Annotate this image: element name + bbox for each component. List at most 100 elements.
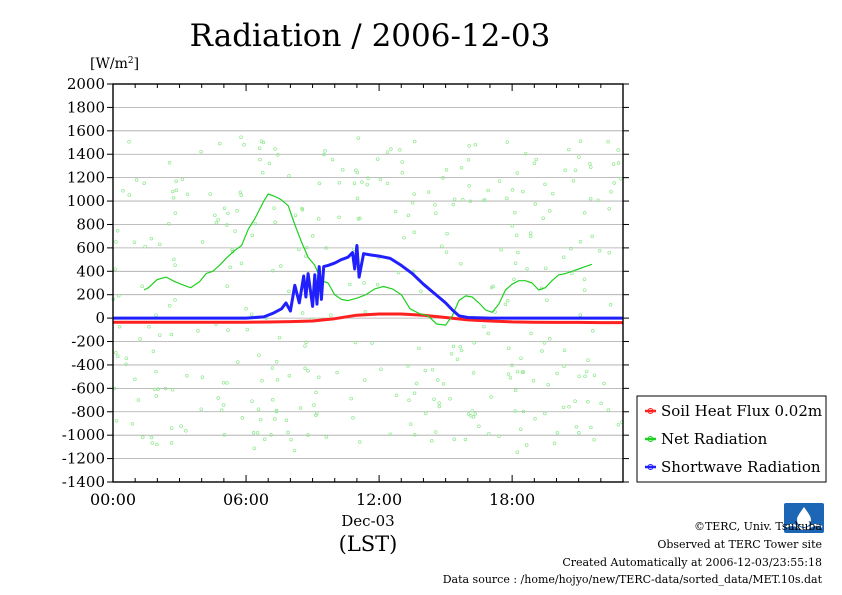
y-tick-label: 800 (76, 216, 105, 234)
net-radiation-sample-point (573, 168, 578, 172)
net-radiation-sample-point (250, 233, 254, 237)
net-radiation-sample-point (199, 407, 203, 411)
net-radiation-sample-point (398, 148, 402, 152)
net-radiation-sample-point (513, 409, 517, 413)
net-radiation-sample-point (134, 178, 139, 182)
net-radiation-sample-point (436, 378, 440, 382)
net-radiation-sample-point (441, 176, 445, 180)
net-radiation-sample-point (483, 198, 487, 202)
net-radiation-sample-point (520, 370, 525, 374)
net-radiation-sample-point (274, 408, 279, 413)
net-radiation-sample-point (497, 434, 501, 438)
net-radiation-sample-point (432, 397, 436, 401)
legend-marker-shortwave-radiation (647, 464, 654, 470)
net-radiation-sample-point (616, 148, 620, 152)
net-radiation-sample-point (567, 147, 571, 152)
net-radiation-sample-point (510, 363, 514, 368)
net-radiation-sample-point (355, 196, 360, 201)
net-radiation-sample-point (300, 208, 305, 212)
net-radiation-sample-point (172, 257, 176, 262)
net-radiation-sample-point (363, 378, 367, 382)
net-radiation-sample-point (121, 189, 125, 193)
net-radiation-sample-point (184, 429, 188, 433)
net-radiation-sample-point (216, 217, 220, 222)
net-radiation-sample-point (271, 268, 275, 273)
net-radiation-sample-point (524, 443, 529, 447)
net-radiation-sample-point (375, 157, 380, 161)
footer-source: Data source : /home/hojyo/new/TERC-data/… (442, 573, 822, 586)
y-tick-label: 400 (76, 262, 105, 280)
net-radiation-sample-point (271, 398, 275, 402)
net-radiation-sample-point (356, 217, 361, 221)
net-radiation-sample-point (238, 190, 243, 194)
legend-label-shortwave-radiation: Shortwave Radiation (661, 458, 821, 476)
net-radiation-sample-point (117, 294, 121, 298)
net-radiation-sample-point (155, 442, 159, 447)
net-radiation-sample-point (219, 408, 224, 413)
net-radiation-sample-point (385, 150, 390, 154)
net-radiation-sample-point (470, 408, 475, 413)
net-radiation-sample-point (437, 404, 442, 409)
net-radiation-sample-point (515, 369, 520, 374)
net-radiation-sample-point (616, 161, 621, 165)
net-radiation-sample-point (226, 328, 230, 332)
net-radiation-sample-point (444, 250, 449, 254)
net-radiation-sample-point (513, 261, 518, 265)
net-radiation-sample-point (352, 181, 357, 185)
net-radiation-sample-point (239, 193, 243, 197)
net-radiation-sample-point (147, 325, 151, 329)
net-radiation-sample-point (514, 233, 519, 237)
net-radiation-sample-point (589, 425, 593, 430)
chart-title: Radiation / 2006-12-03 (190, 18, 551, 54)
net-radiation-sample-point (458, 344, 462, 349)
net-radiation-sample-point (487, 431, 491, 436)
footer-created: Created Automatically at 2006-12-03/23:5… (562, 556, 822, 569)
net-radiation-sample-point (448, 396, 452, 401)
net-radiation-sample-point (273, 147, 277, 151)
net-radiation-sample-point (329, 313, 333, 317)
net-radiation-sample-point (199, 149, 203, 154)
y-tick-label: -1200 (62, 450, 105, 468)
net-radiation-sample-point (270, 366, 275, 370)
net-radiation-sample-point (113, 267, 117, 271)
net-radiation-sample-point (355, 170, 360, 175)
net-radiation-sample-point (260, 379, 264, 383)
net-radiation-sample-point (287, 373, 292, 378)
net-radiation-sample-point (519, 356, 523, 360)
net-radiation-sample-point (317, 375, 321, 380)
net-radiation-sample-point (272, 206, 276, 210)
net-radiation-sample-point (477, 424, 481, 429)
net-radiation-sample-point (616, 422, 621, 427)
net-radiation-sample-point (583, 374, 587, 379)
net-radiation-sample-point (360, 180, 364, 184)
net-radiation-sample-point (471, 371, 476, 375)
net-radiation-sample-point (141, 435, 145, 440)
net-radiation-sample-point (521, 189, 525, 194)
net-radiation-sample-point (138, 337, 142, 341)
net-radiation-sample-point (179, 424, 183, 428)
net-radiation-sample-point (306, 368, 310, 373)
net-radiation-sample-point (324, 246, 328, 250)
y-tick-label: -1400 (62, 473, 105, 491)
net-radiation-sample-point (353, 340, 358, 345)
net-radiation-sample-point (153, 387, 157, 392)
net-radiation-sample-point (365, 182, 370, 187)
net-radiation-sample-point (545, 298, 549, 303)
net-radiation-sample-point (279, 264, 283, 268)
net-radiation-sample-point (444, 168, 449, 172)
net-radiation-sample-point (473, 412, 478, 416)
net-radiation-sample-point (277, 335, 282, 340)
net-radiation-sample-point (167, 304, 172, 308)
net-radiation-sample-point (323, 149, 327, 153)
net-radiation-sample-point (116, 354, 120, 359)
net-radiation-sample-point (528, 231, 533, 235)
x-tick-label: 12:00 (356, 490, 402, 509)
net-radiation-sample-point (149, 435, 154, 440)
net-radiation-sample-point (461, 198, 465, 202)
net-radiation-sample-point (262, 437, 267, 442)
net-radiation-sample-point (216, 396, 220, 400)
net-radiation-sample-point (592, 437, 596, 442)
net-radiation-sample-point (412, 230, 416, 235)
net-radiation-sample-point (533, 202, 538, 206)
